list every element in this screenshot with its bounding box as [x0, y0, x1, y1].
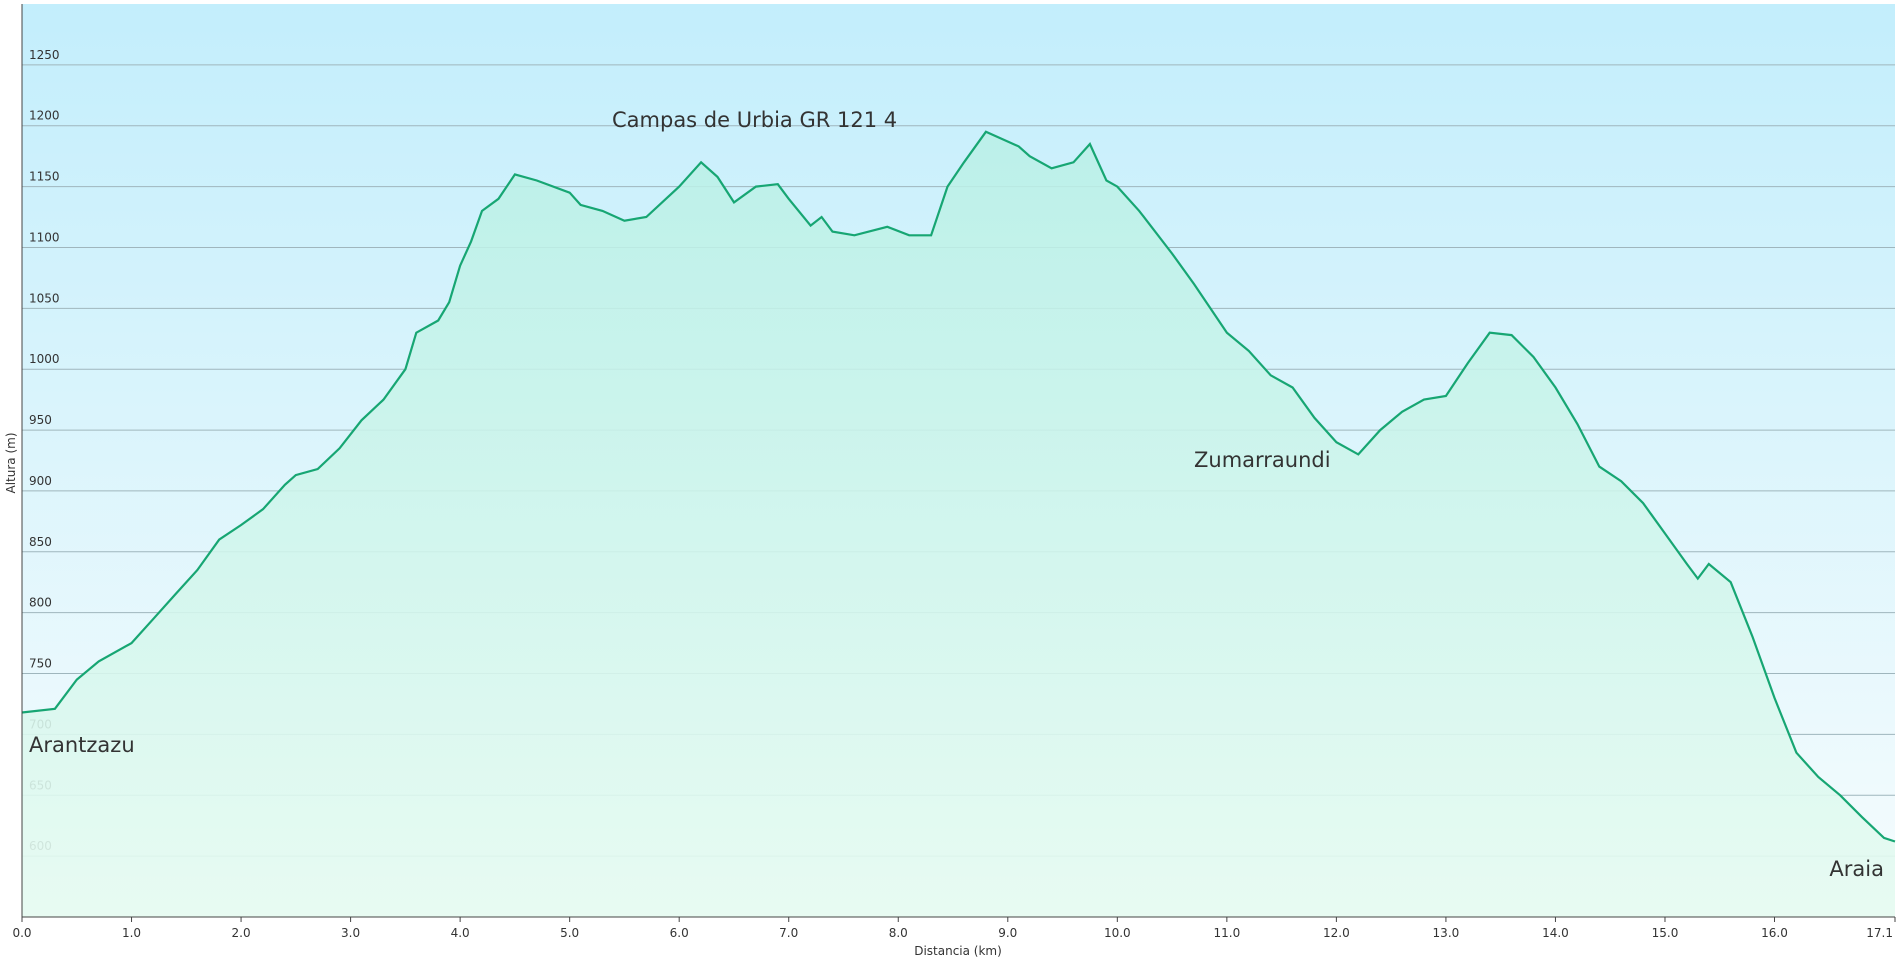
x-tick-label: 4.0	[451, 926, 470, 940]
y-tick-label: 850	[29, 535, 52, 549]
x-tick-label: 5.0	[560, 926, 579, 940]
x-tick-label: 13.0	[1433, 926, 1460, 940]
y-tick-label: 1150	[29, 170, 60, 184]
y-tick-label: 1250	[29, 48, 60, 62]
x-tick-label: 6.0	[670, 926, 689, 940]
x-tick-label: 7.0	[779, 926, 798, 940]
x-tick-label: 15.0	[1652, 926, 1679, 940]
elevation-line	[21, 130, 1896, 843]
x-tick-label: 11.0	[1213, 926, 1240, 940]
x-tick-label: 8.0	[889, 926, 908, 940]
y-tick-label: 950	[29, 413, 52, 427]
y-tick-label: 1200	[29, 109, 60, 123]
y-tick-label: 900	[29, 474, 52, 488]
y-tick-label: 1000	[29, 352, 60, 366]
y-tick-label: 750	[29, 657, 52, 671]
annotation: Araia	[1829, 857, 1884, 881]
area-fill	[22, 131, 1895, 918]
x-tick-label: 12.0	[1323, 926, 1350, 940]
x-tick-label: 16.0	[1761, 926, 1788, 940]
x-tick-label: 14.0	[1542, 926, 1569, 940]
x-tick-label: 3.0	[341, 926, 360, 940]
y-axis-title: Altura (m)	[4, 432, 18, 493]
y-tick-label: 1100	[29, 230, 60, 244]
y-tick-label: 1050	[29, 291, 60, 305]
x-axis-title: Distancia (km)	[914, 944, 1002, 958]
x-tick-label: 17.1	[1866, 926, 1893, 940]
annotation: Zumarraundi	[1194, 448, 1331, 472]
annotation: Campas de Urbia GR 121 4	[612, 108, 897, 132]
x-tick-label: 10.0	[1104, 926, 1131, 940]
x-tick-label: 2.0	[232, 926, 251, 940]
annotation: Arantzazu	[29, 733, 135, 757]
y-tick-label: 800	[29, 596, 52, 610]
x-tick-label: 1.0	[122, 926, 141, 940]
x-tick-label: 9.0	[998, 926, 1017, 940]
x-tick-label: 0.0	[12, 926, 31, 940]
